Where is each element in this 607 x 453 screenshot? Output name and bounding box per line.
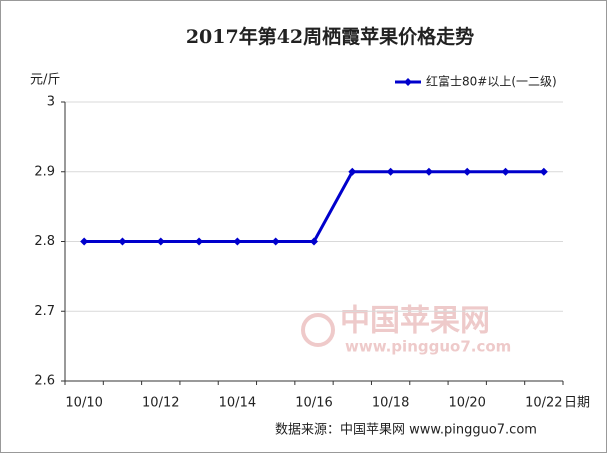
- point: [424, 167, 433, 176]
- y-tick-label: 2.6: [34, 374, 55, 389]
- y-tick-label: 3: [47, 95, 55, 110]
- x-axis-label: 日期: [564, 396, 590, 411]
- x-tick-label: 10/22: [525, 396, 562, 411]
- x-tick-label: 10/14: [219, 396, 256, 411]
- watermark-logo: [301, 313, 335, 347]
- point: [80, 237, 89, 246]
- point: [348, 167, 357, 176]
- y-tick-label: 2.7: [34, 304, 55, 319]
- watermark: 中国苹果网: [340, 304, 490, 339]
- source: 数据来源：中国苹果网 www.pingguo7.com: [275, 423, 537, 438]
- point: [539, 167, 548, 176]
- point: [156, 237, 165, 246]
- x-tick-label: 10/18: [372, 396, 409, 411]
- chart-title: 2017年第42周栖霞苹果价格走势: [186, 25, 474, 48]
- x-tick-label: 10/10: [65, 396, 102, 411]
- point: [310, 237, 318, 246]
- legend-marker: [404, 78, 412, 86]
- watermark-url: www.pingguo7.com: [345, 338, 511, 356]
- point: [463, 167, 472, 176]
- point: [501, 167, 510, 176]
- point: [271, 237, 280, 246]
- x-tick-label: 10/20: [448, 396, 485, 411]
- y-axis-label: 元/斤: [30, 73, 60, 88]
- point: [118, 237, 127, 246]
- y-tick-label: 2.8: [34, 234, 55, 249]
- legend-label: 红富士80#以上(一二级): [426, 74, 557, 89]
- y-tick-label: 2.9: [34, 164, 55, 179]
- point: [386, 167, 395, 176]
- x-tick-label: 10/16: [295, 396, 332, 411]
- x-tick-label: 10/12: [142, 396, 179, 411]
- point: [195, 237, 204, 246]
- point: [233, 237, 242, 246]
